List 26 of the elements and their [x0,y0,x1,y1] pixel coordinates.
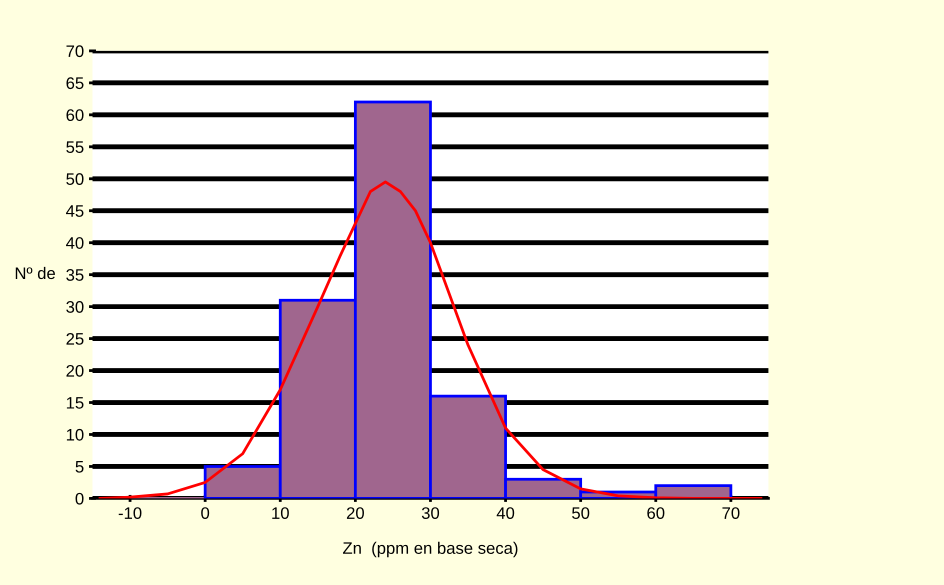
x-tick-label: 20 [346,507,364,519]
y-tick-label: 55 [66,141,84,153]
x-tick-label: -10 [118,507,142,519]
x-tick-label: 30 [422,507,440,519]
x-tick-label: 10 [272,507,289,519]
x-tick-label: 70 [722,507,740,519]
y-tick-label: 10 [66,428,84,441]
y-tick-label: 35 [66,269,84,281]
x-tick-label: 50 [572,507,590,519]
y-tick-label: 5 [76,461,84,473]
y-tick-label: 20 [66,364,84,377]
x-tick-label: 40 [496,507,514,519]
y-tick-label: 0 [76,492,84,505]
y-tick-label: 65 [66,77,84,90]
y-tick-label: 50 [66,173,84,185]
y-axis-title: Nº de [16,266,55,280]
y-tick-label: 15 [66,397,84,409]
y-tick-label: 40 [66,237,84,249]
y-tick-label: 30 [66,301,84,313]
y-tick-label: 70 [66,45,84,58]
y-tick-label: 25 [66,332,84,345]
y-tick-label: 45 [66,205,84,217]
x-axis-title: Zn (ppm en base seca) [342,542,518,558]
x-tick-label: 60 [647,507,664,519]
y-tick-label: 60 [66,109,84,122]
x-tick-label: 0 [201,507,210,519]
